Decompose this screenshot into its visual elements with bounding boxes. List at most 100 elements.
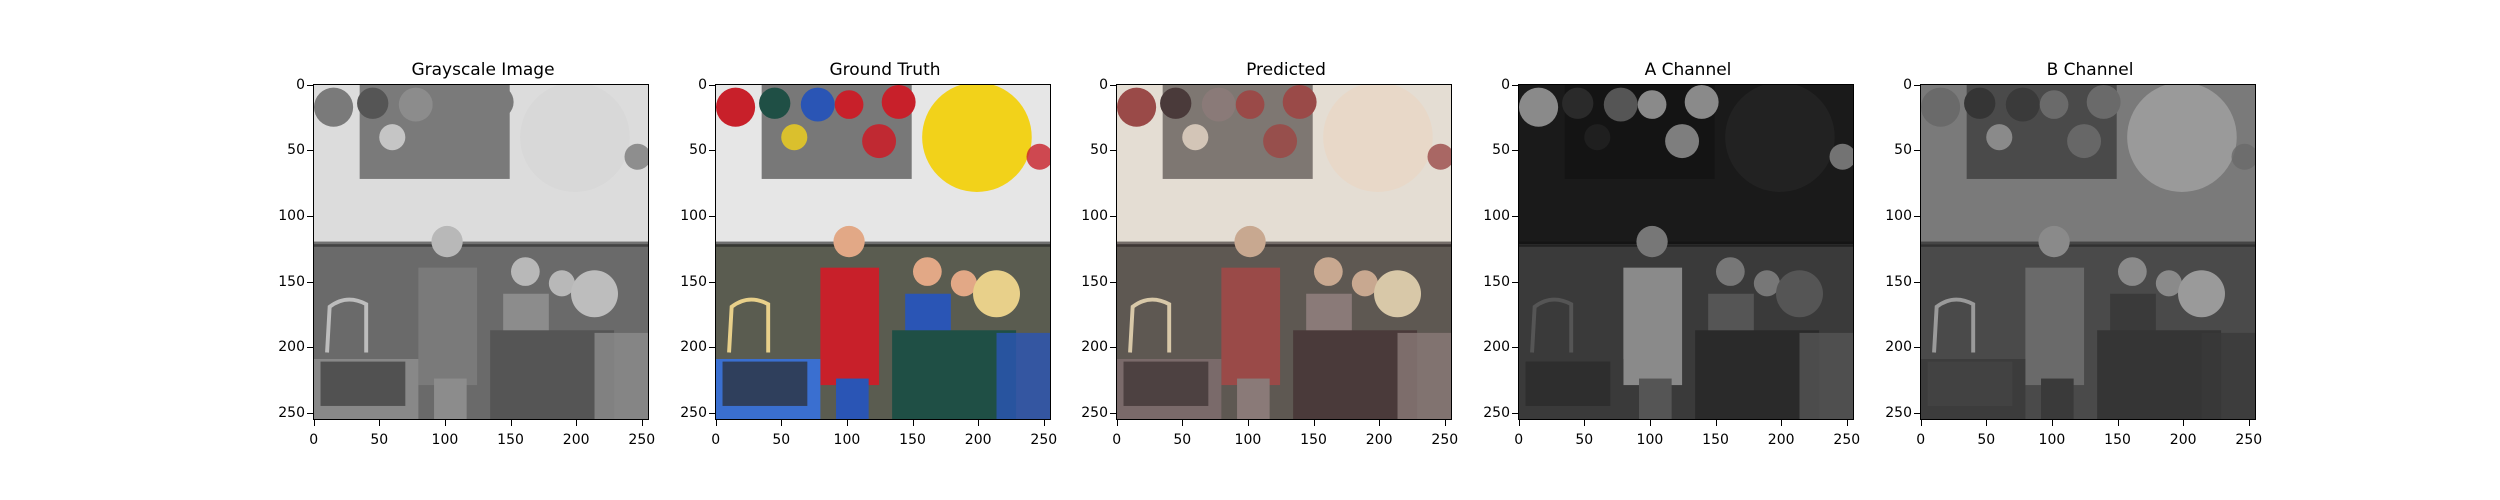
x-tick-label: 250 <box>2235 432 2263 448</box>
y-tick-mark <box>1914 347 1920 349</box>
x-tick-mark <box>781 420 783 426</box>
x-tick-mark <box>2183 420 2185 426</box>
x-tick-mark <box>1247 420 1249 426</box>
x-tick-mark <box>2117 420 2119 426</box>
x-tick-label: 50 <box>1173 432 1192 448</box>
y-tick-mark <box>1512 150 1518 152</box>
x-tick-label: 150 <box>1702 432 1729 448</box>
subplot-title: Predicted <box>1246 60 1326 80</box>
x-tick-mark <box>912 420 914 426</box>
x-tick-label: 100 <box>1234 432 1262 448</box>
x-tick-mark <box>1846 420 1848 426</box>
x-tick-label: 50 <box>370 432 389 448</box>
x-tick-label: 100 <box>833 432 861 448</box>
subplot-achannel: A Channel 0 50 100 150 200 250 0 50 100 150 200 250 <box>1483 0 1938 500</box>
y-tick-mark <box>709 84 715 86</box>
y-tick-label: 0 <box>1903 76 1912 93</box>
x-tick-mark <box>1043 420 1045 426</box>
y-tick-label: 100 <box>1483 207 1510 224</box>
subplot-title: Ground Truth <box>829 60 941 80</box>
y-tick-label: 50 <box>689 142 707 159</box>
y-tick-mark <box>1512 347 1518 349</box>
y-tick-label: 200 <box>680 339 707 356</box>
y-tick-label: 250 <box>278 404 305 421</box>
x-tick-mark <box>1986 420 1988 426</box>
y-tick-label: 100 <box>1081 207 1108 224</box>
x-tick-mark <box>1781 420 1783 426</box>
x-tick-mark <box>379 420 381 426</box>
x-tick-label: 250 <box>1833 432 1861 448</box>
y-tick-label: 50 <box>1894 142 1912 159</box>
y-tick-label: 150 <box>1483 273 1510 290</box>
y-tick-mark <box>709 347 715 349</box>
y-tick-mark <box>307 150 313 152</box>
y-tick-mark <box>307 281 313 283</box>
y-tick-mark <box>709 281 715 283</box>
x-tick-label: 200 <box>964 432 992 448</box>
y-tick-label: 200 <box>278 339 305 356</box>
x-tick-label: 0 <box>711 432 721 448</box>
y-tick-mark <box>709 412 715 414</box>
y-tick-label: 150 <box>680 273 707 290</box>
x-tick-label: 250 <box>628 432 656 448</box>
y-tick-mark <box>1110 412 1116 414</box>
y-tick-mark <box>1512 84 1518 86</box>
y-tick-mark <box>1110 84 1116 86</box>
x-tick-mark <box>1313 420 1315 426</box>
y-tick-label: 50 <box>1090 142 1108 159</box>
x-tick-label: 0 <box>1112 432 1122 448</box>
image-bchannel <box>1920 84 2256 420</box>
image-gray <box>313 84 649 420</box>
y-tick-label: 200 <box>1081 339 1108 356</box>
y-tick-mark <box>1512 412 1518 414</box>
x-tick-label: 150 <box>497 432 524 448</box>
y-tick-label: 150 <box>1885 273 1912 290</box>
y-tick-label: 0 <box>1099 76 1108 93</box>
y-tick-mark <box>1110 215 1116 217</box>
subplot-title: A Channel <box>1644 60 1732 80</box>
y-tick-mark <box>1914 84 1920 86</box>
x-tick-label: 50 <box>1977 432 1996 448</box>
x-tick-label: 200 <box>1767 432 1795 448</box>
subplot-bchannel: B Channel 0 50 100 150 200 250 0 50 100 150 200 250 <box>1885 0 2340 500</box>
y-tick-label: 200 <box>1483 339 1510 356</box>
x-tick-mark <box>1649 420 1651 426</box>
y-tick-label: 250 <box>680 404 707 421</box>
x-tick-label: 100 <box>2038 432 2066 448</box>
x-tick-mark <box>1182 420 1184 426</box>
subplot-sepia: Predicted 0 50 100 150 200 250 0 50 100 150 200 250 <box>1081 0 1536 500</box>
x-tick-mark <box>715 420 717 426</box>
y-tick-label: 50 <box>287 142 305 159</box>
y-tick-label: 100 <box>680 207 707 224</box>
x-tick-label: 200 <box>1365 432 1393 448</box>
y-tick-label: 150 <box>278 273 305 290</box>
y-tick-label: 200 <box>1885 339 1912 356</box>
y-tick-mark <box>307 84 313 86</box>
x-tick-label: 50 <box>772 432 791 448</box>
x-tick-mark <box>846 420 848 426</box>
y-tick-mark <box>1914 215 1920 217</box>
y-tick-mark <box>1512 281 1518 283</box>
x-tick-mark <box>1116 420 1118 426</box>
y-tick-label: 250 <box>1483 404 1510 421</box>
subplot-title: B Channel <box>2046 60 2134 80</box>
x-tick-label: 0 <box>1916 432 1926 448</box>
x-tick-mark <box>444 420 446 426</box>
x-tick-mark <box>978 420 980 426</box>
y-tick-label: 250 <box>1081 404 1108 421</box>
x-tick-label: 50 <box>1575 432 1594 448</box>
x-tick-mark <box>2051 420 2053 426</box>
y-tick-mark <box>1914 150 1920 152</box>
y-tick-mark <box>1110 347 1116 349</box>
image-achannel <box>1518 84 1854 420</box>
y-tick-label: 50 <box>1492 142 1510 159</box>
y-tick-mark <box>1512 215 1518 217</box>
x-tick-mark <box>510 420 512 426</box>
image-sepia <box>1116 84 1452 420</box>
x-tick-label: 150 <box>899 432 926 448</box>
x-tick-mark <box>1715 420 1717 426</box>
y-tick-label: 100 <box>1885 207 1912 224</box>
subplot-title: Grayscale Image <box>411 60 555 80</box>
x-tick-label: 200 <box>562 432 590 448</box>
x-tick-label: 200 <box>2169 432 2197 448</box>
